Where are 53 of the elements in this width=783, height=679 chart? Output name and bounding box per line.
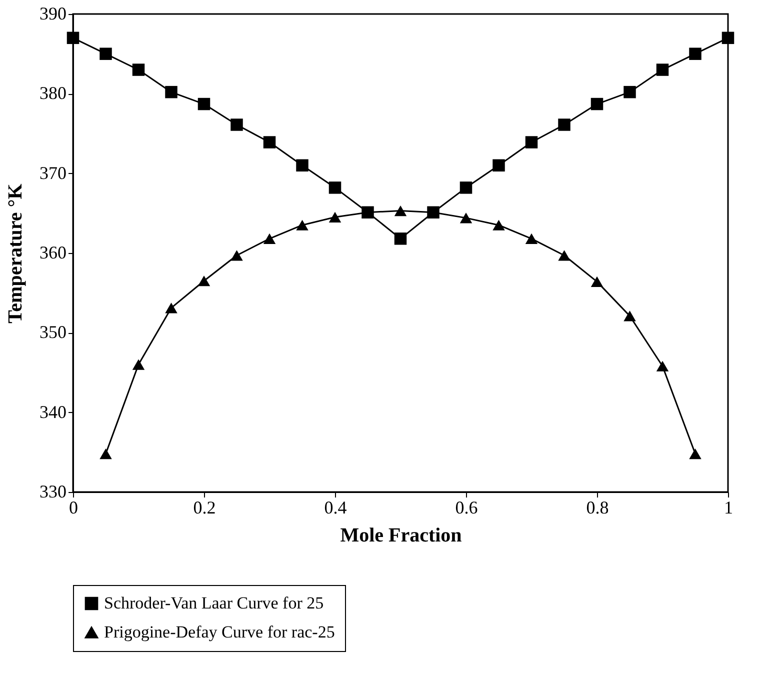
point — [100, 48, 112, 60]
point — [460, 212, 472, 224]
x-tick-label: 0.6 — [455, 498, 478, 518]
x-tick-label: 1 — [724, 498, 733, 518]
y-tick-label: 350 — [40, 322, 66, 342]
point — [165, 86, 178, 98]
x-tick-label: 0.2 — [193, 498, 216, 518]
point — [198, 98, 210, 110]
y-tick-label: 340 — [40, 402, 66, 422]
point — [100, 448, 112, 460]
point — [558, 250, 570, 261]
point — [624, 310, 636, 322]
point — [230, 118, 243, 131]
point — [525, 233, 538, 244]
x-tick-label: 0.4 — [324, 498, 347, 518]
point — [656, 64, 669, 76]
point — [656, 360, 669, 372]
point — [296, 220, 308, 230]
point — [263, 233, 276, 244]
point — [230, 250, 243, 261]
x-tick-label: 0.8 — [586, 498, 609, 518]
legend-label: Prigogine-Defay Curve for rac-25 — [104, 622, 335, 642]
point — [722, 32, 734, 44]
y-axis-title: Temperature °K — [4, 183, 26, 324]
point — [132, 359, 145, 370]
point — [460, 182, 472, 194]
point — [132, 64, 145, 76]
x-tick-label: 0 — [69, 498, 78, 518]
y-tick-label: 380 — [40, 83, 66, 104]
point — [590, 98, 604, 110]
legend-label: Schroder-Van Laar Curve for 25 — [104, 594, 324, 612]
point — [328, 182, 342, 194]
point — [394, 232, 407, 245]
point — [66, 32, 80, 44]
y-tick-label: 330 — [40, 482, 66, 502]
point — [525, 136, 538, 148]
point — [558, 118, 570, 131]
point — [328, 212, 342, 222]
point — [263, 136, 276, 148]
point — [492, 159, 505, 172]
point — [689, 48, 702, 60]
point — [165, 302, 178, 314]
point — [624, 86, 636, 98]
y-tick-label: 370 — [40, 162, 66, 183]
y-tick-label: 360 — [40, 242, 66, 262]
point — [198, 276, 210, 286]
point — [394, 205, 407, 216]
y-tick-label: 390 — [40, 4, 66, 24]
point — [590, 276, 604, 287]
point — [492, 220, 505, 230]
point — [296, 159, 308, 172]
point — [689, 448, 702, 460]
x-axis-title: Mole Fraction — [340, 524, 462, 546]
